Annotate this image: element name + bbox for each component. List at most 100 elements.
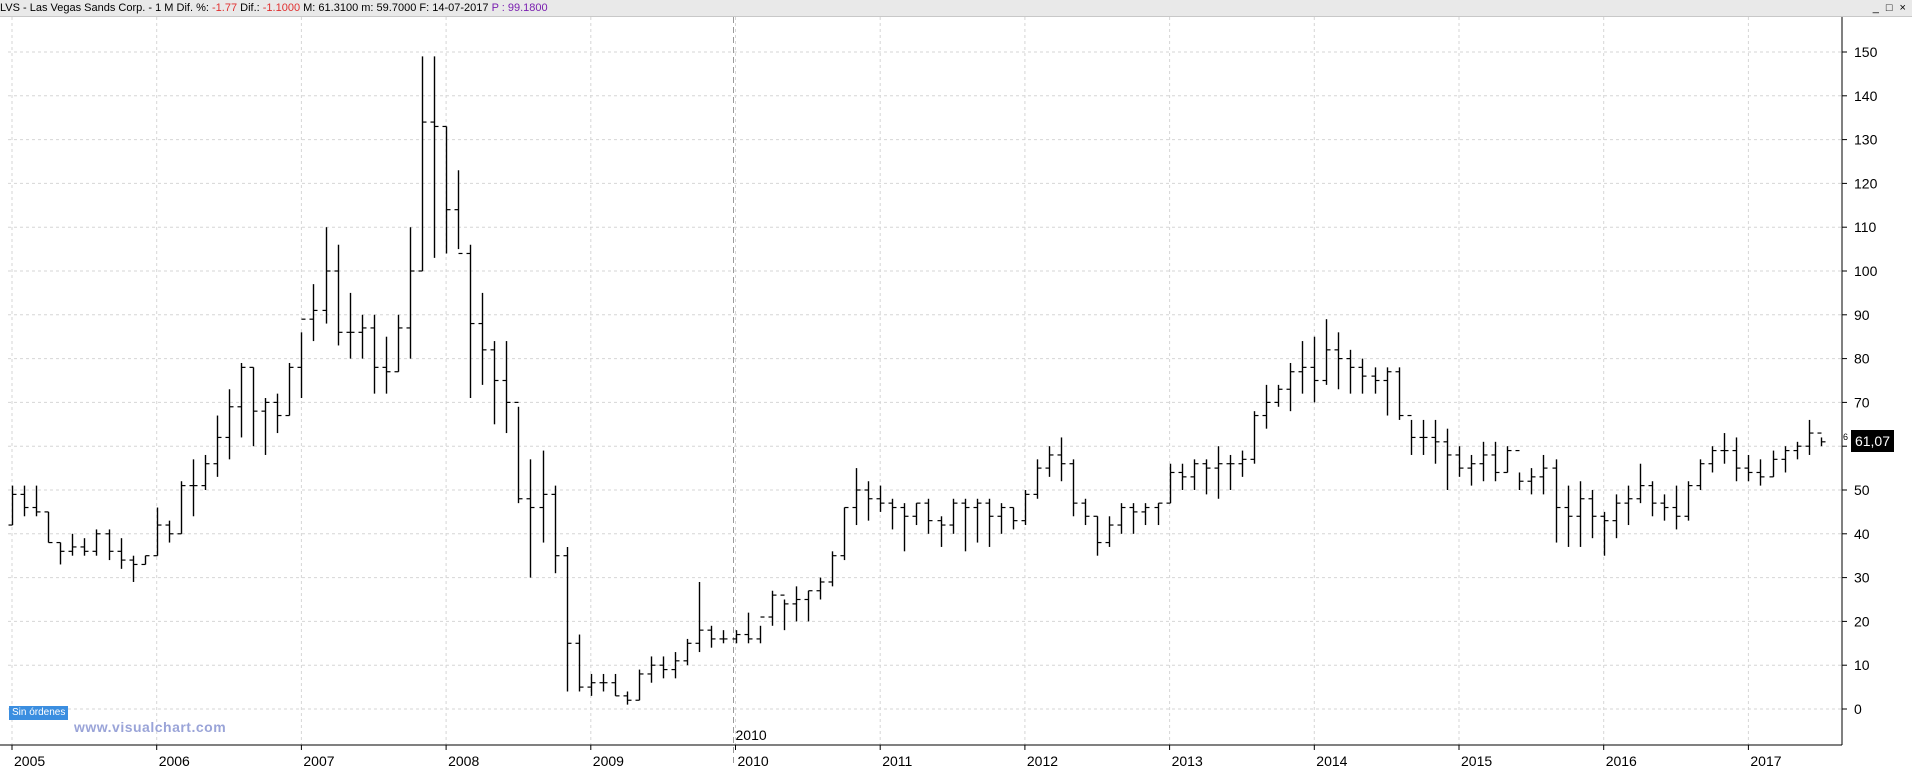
ohlc-bar	[1190, 459, 1199, 490]
ohlc-bar	[852, 468, 861, 526]
x-tick-label: 2017	[1750, 753, 1781, 768]
grid	[8, 17, 1842, 765]
ohlc-bar	[1407, 414, 1416, 455]
ohlc-bar	[1491, 441, 1500, 482]
ohlc-bar	[1346, 349, 1355, 394]
ohlc-bar	[587, 673, 596, 696]
x-tick-label: 2011	[882, 753, 912, 768]
y-tick-label: 40	[1854, 526, 1870, 542]
x-tick-label: 2010	[738, 753, 769, 768]
ohlc-bar	[20, 485, 29, 517]
ohlc-bar	[1720, 433, 1729, 464]
ohlc-bar	[1805, 419, 1814, 455]
ohlc-bar	[44, 511, 53, 544]
ohlc-bar	[840, 506, 849, 561]
ohlc-bar	[816, 577, 825, 600]
ohlc-bar	[189, 459, 198, 517]
y-tick-label: 90	[1854, 307, 1870, 323]
ohlc-bar	[490, 341, 499, 425]
ohlc-bar	[117, 538, 126, 569]
y-tick-label: 0	[1854, 701, 1862, 717]
ohlc-bar	[213, 415, 222, 477]
ohlc-bar	[719, 630, 728, 644]
ohlc-bar	[261, 398, 270, 455]
ohlc-bar	[1274, 384, 1283, 407]
ohlc-bar	[1033, 459, 1042, 499]
ohlc-bar	[912, 502, 921, 526]
ohlc-bar	[768, 590, 777, 626]
y-tick-label: 140	[1854, 88, 1878, 104]
ohlc-bar	[1539, 454, 1548, 495]
y-tick-label: 30	[1854, 570, 1870, 586]
ohlc-bar	[153, 507, 162, 557]
ohlc-bar	[732, 630, 741, 644]
ohlc-bar	[1310, 336, 1319, 403]
ohlc-bar	[611, 673, 620, 697]
ohlc-bar	[1564, 485, 1573, 547]
title-bar: LVS - Las Vegas Sands Corp. - 1 M Dif. %…	[0, 0, 1912, 17]
ohlc-bar	[1093, 515, 1102, 556]
ohlc-bar	[1793, 441, 1802, 460]
ohlc-bar	[1141, 503, 1150, 526]
dif-label: Dif.:	[240, 2, 260, 14]
ohlc-bar	[937, 516, 946, 547]
ohlc-bar	[1527, 468, 1536, 495]
ohlc-bar	[888, 498, 897, 530]
x-tick-label: 2016	[1606, 753, 1637, 768]
ohlc-bar	[864, 481, 873, 521]
ohlc-bar	[683, 638, 692, 666]
ohlc-bar	[1636, 463, 1645, 504]
ohlc-bar	[671, 652, 680, 679]
ohlc-bar	[1817, 432, 1826, 447]
ohlc-bar	[1009, 506, 1018, 530]
ohlc-bar	[237, 362, 246, 438]
ohlc-bar	[695, 581, 704, 653]
ohlc-bar	[1045, 446, 1054, 477]
dif-pct-label: Dif. %:	[176, 2, 209, 14]
ohlc-bar	[1781, 446, 1790, 473]
ohlc-bar	[1021, 490, 1030, 526]
ohlc-bar	[1358, 358, 1367, 394]
ohlc-bar	[80, 538, 89, 556]
window-buttons[interactable]: _ □ ×	[1872, 2, 1908, 14]
ohlc-bar	[539, 450, 548, 543]
ohlc-bar	[1576, 481, 1585, 547]
ohlc-bar	[1467, 454, 1476, 486]
ohlc-bar	[575, 634, 584, 692]
ohlc-series	[8, 56, 1826, 705]
ohlc-bar	[1166, 463, 1175, 504]
ohlc-bar	[1069, 459, 1078, 517]
ohlc-bar	[1756, 459, 1765, 486]
ohlc-bar	[225, 389, 234, 460]
ohlc-bar	[1684, 481, 1693, 521]
ohlc-bar	[1648, 481, 1657, 517]
ohlc-bar	[1431, 419, 1440, 464]
ohlc-bar	[1286, 362, 1295, 412]
ohlc-bar	[8, 485, 17, 526]
ohlc-bar	[1250, 411, 1259, 464]
ohlc-bar	[177, 481, 186, 535]
orders-badge[interactable]: Sin órdenes	[9, 706, 69, 720]
date-value: 14-07-2017	[432, 2, 489, 14]
ohlc-bar	[454, 170, 463, 255]
ohlc-bar	[92, 529, 101, 556]
ohlc-bar	[828, 551, 837, 587]
ohlc-bar	[900, 503, 909, 552]
ohlc-bar	[297, 318, 306, 399]
ohlc-bar	[756, 616, 765, 644]
ohlc-bar	[1588, 490, 1597, 539]
ohlc-bar	[346, 292, 355, 359]
ohlc-bar	[322, 227, 331, 324]
ohlc-bar	[1383, 367, 1392, 416]
ohlc-bar	[623, 691, 632, 705]
ohlc-bar	[32, 485, 41, 517]
symbol-label: LVS - Las Vegas Sands Corp. -	[0, 2, 153, 14]
ohlc-bar	[1552, 459, 1561, 543]
ohlc-bar	[707, 625, 716, 648]
ohlc-bar	[924, 498, 933, 534]
x-tick-label: 2005	[14, 753, 45, 768]
period-label: 1 M	[155, 2, 174, 14]
x-tick-label: 2009	[593, 753, 624, 768]
ohlc-bar	[1744, 454, 1753, 482]
